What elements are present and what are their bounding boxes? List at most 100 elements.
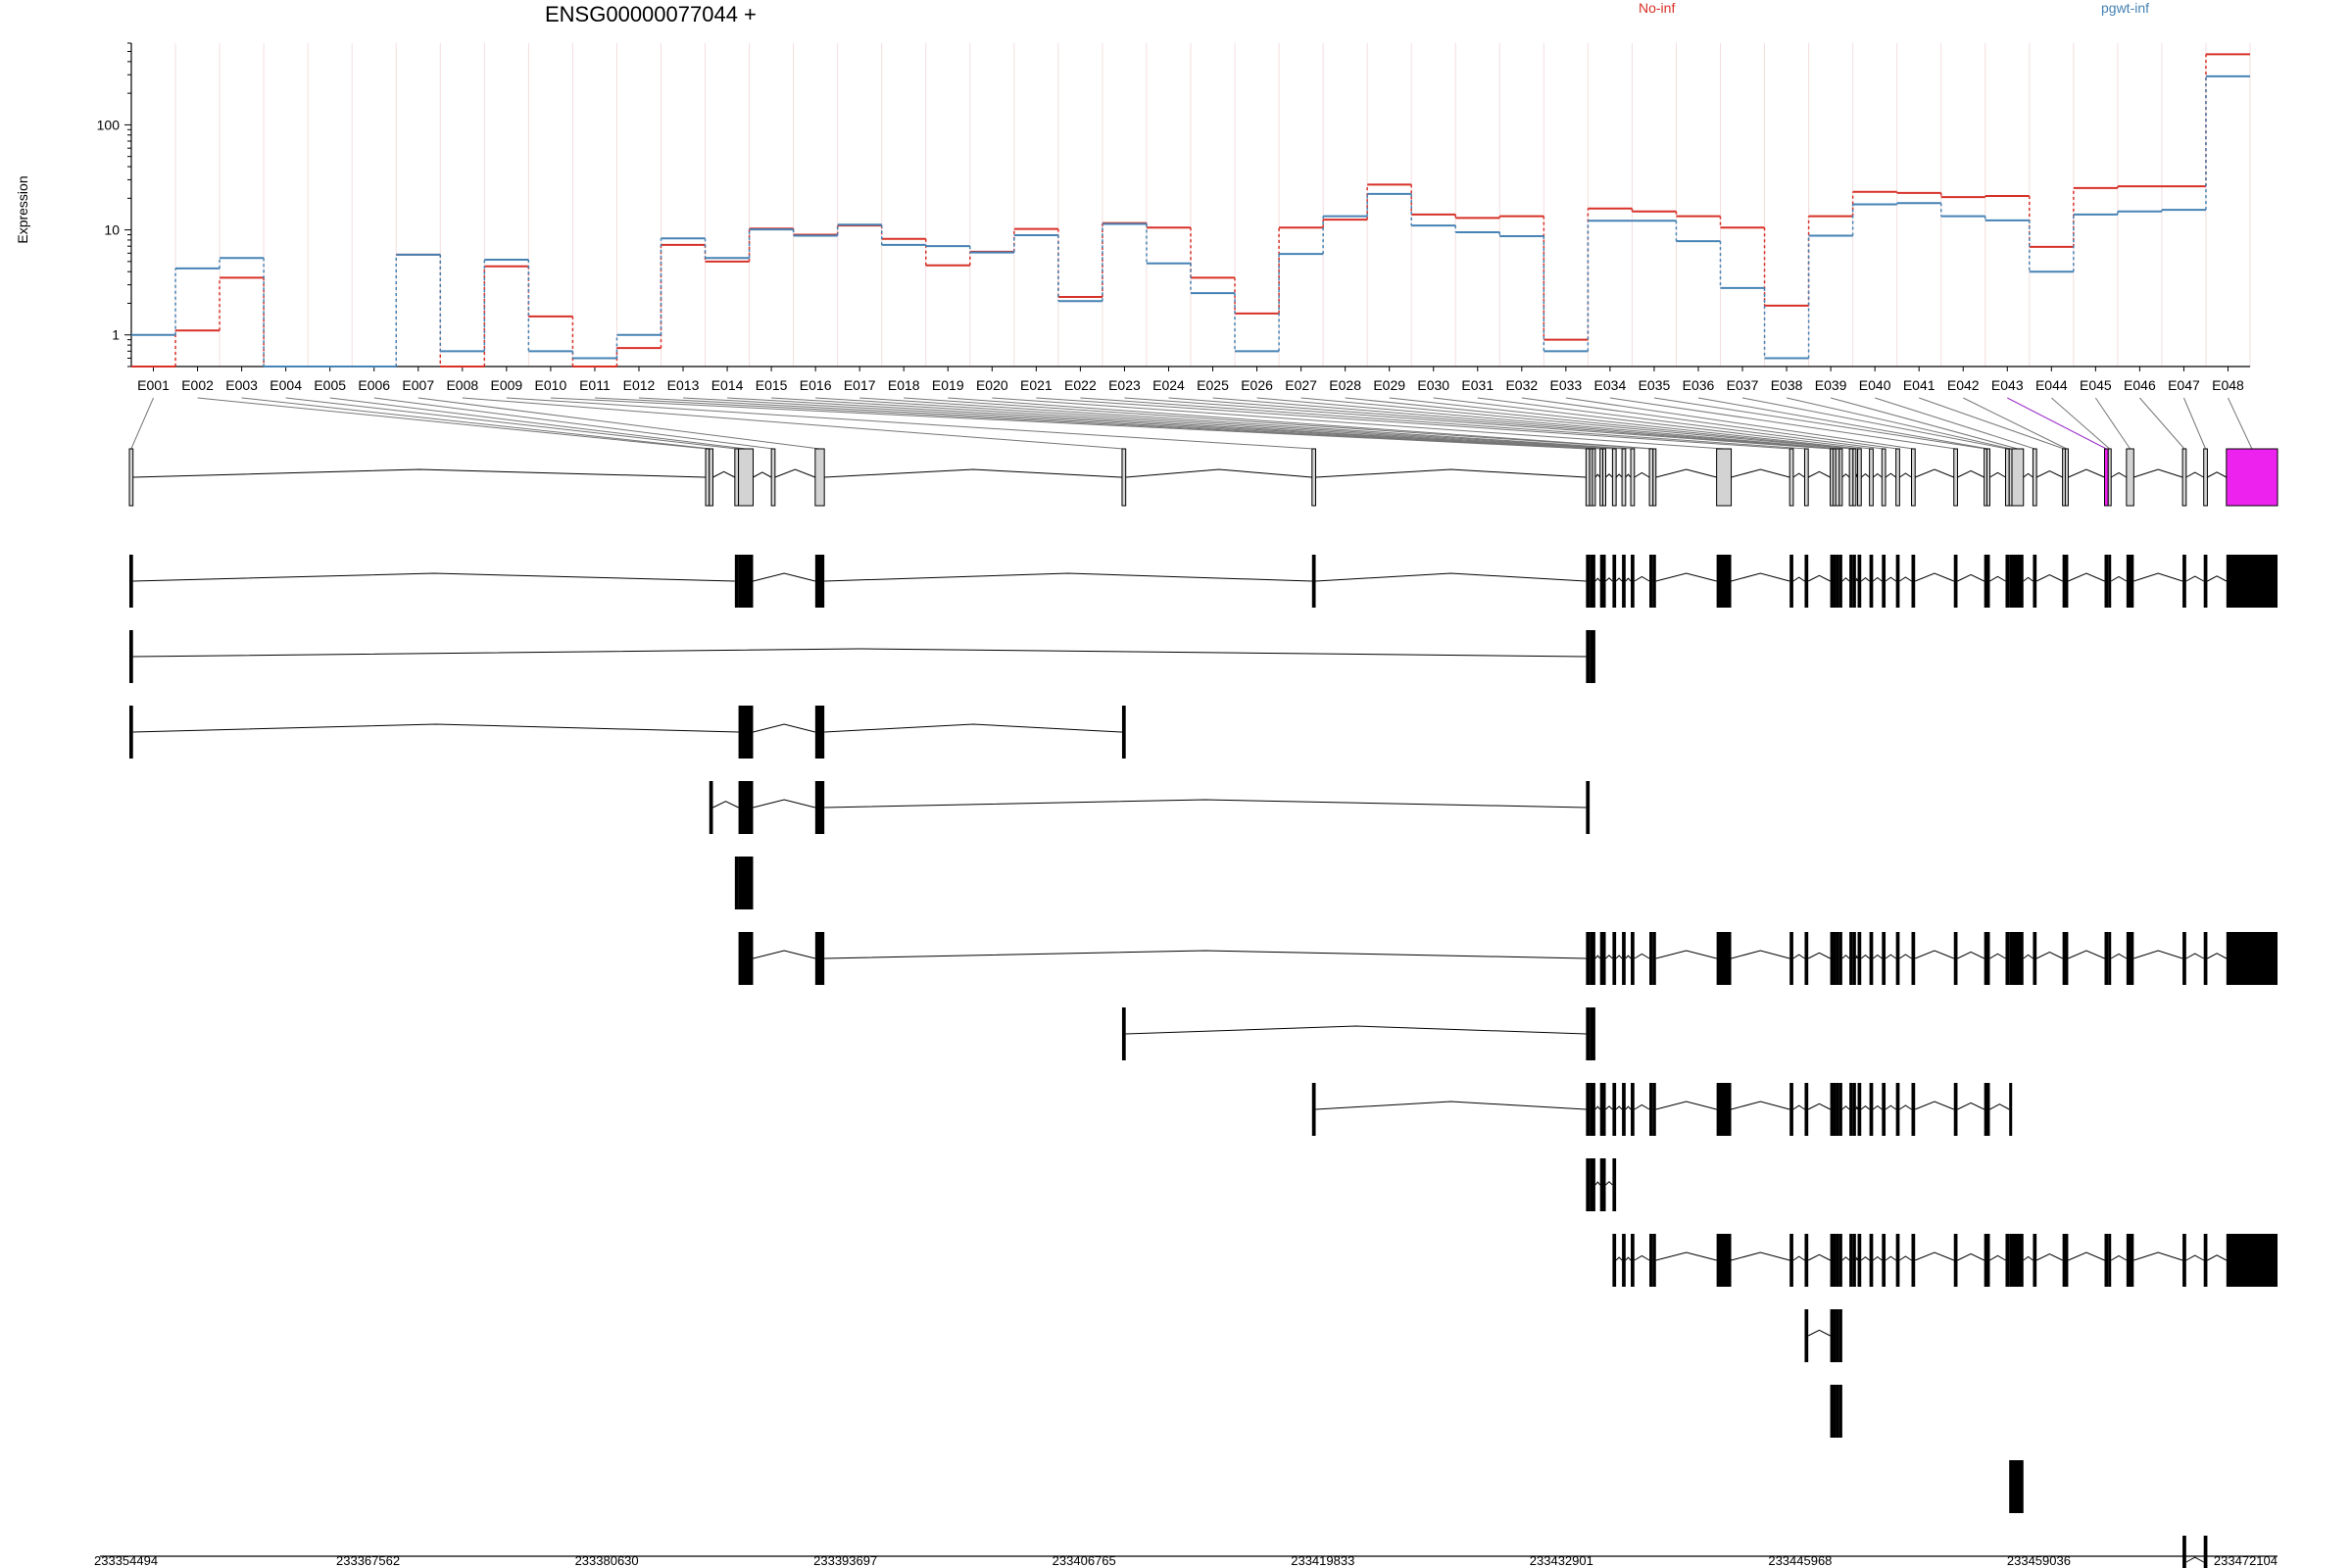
exon-connector bbox=[1653, 397, 1986, 450]
intron-line bbox=[1989, 471, 2006, 478]
intron-line bbox=[1841, 1256, 1850, 1261]
transcript-exon bbox=[2009, 555, 2013, 608]
transcript-exon bbox=[1830, 1385, 1834, 1438]
intron-line bbox=[1655, 572, 1717, 582]
exon-connector bbox=[2094, 397, 2132, 450]
intron-line bbox=[1634, 1103, 1650, 1110]
summary-exon bbox=[1953, 448, 1958, 507]
exon-connector bbox=[1963, 397, 2068, 450]
transcript-exon bbox=[1804, 555, 1809, 608]
exon-connector bbox=[1521, 397, 1898, 450]
intron-line bbox=[1634, 471, 1650, 478]
intron-line bbox=[1873, 1104, 1883, 1110]
x-tick-label: E041 bbox=[1903, 377, 1936, 393]
summary-exon bbox=[1838, 448, 1843, 507]
exon-connector bbox=[638, 397, 1594, 450]
intron-line bbox=[1860, 576, 1870, 582]
x-tick-label: E028 bbox=[1329, 377, 1361, 393]
transcript-exon bbox=[129, 706, 133, 759]
x-tick-label: E021 bbox=[1020, 377, 1053, 393]
intron-line bbox=[2023, 954, 2034, 959]
exon-connector bbox=[2050, 397, 2111, 450]
intron-line bbox=[2068, 950, 2105, 959]
intron-line bbox=[824, 950, 1587, 959]
exon-connector bbox=[1830, 397, 2019, 450]
intron-line bbox=[1989, 1254, 2006, 1261]
x-tick-label: E009 bbox=[491, 377, 523, 393]
exon-connector bbox=[1477, 397, 1885, 450]
exon-connector bbox=[1919, 397, 2065, 450]
transcript-exon bbox=[1804, 1309, 1809, 1362]
intron-line bbox=[1792, 576, 1805, 582]
x-tick-label: E035 bbox=[1639, 377, 1671, 393]
transcript-exon bbox=[2108, 932, 2112, 985]
intron-line bbox=[1841, 473, 1850, 478]
transcript-exon bbox=[1121, 1007, 1126, 1060]
transcript-exon bbox=[2009, 932, 2013, 985]
transcript-exon bbox=[2182, 932, 2186, 985]
transcript-exon bbox=[1869, 555, 1874, 608]
intron-line bbox=[1885, 1255, 1896, 1261]
transcript-exon bbox=[1986, 1083, 1990, 1136]
genomic-tick-label: 233432901 bbox=[1530, 1553, 1593, 1568]
summary-exon bbox=[1311, 448, 1317, 507]
intron-line bbox=[1989, 575, 2006, 582]
intron-line bbox=[1807, 1329, 1831, 1337]
intron-line bbox=[2023, 472, 2034, 478]
transcript-exon bbox=[1984, 555, 1987, 608]
intron-line bbox=[1855, 955, 1858, 959]
x-tick-label: E029 bbox=[1373, 377, 1405, 393]
summary-exon bbox=[2004, 448, 2010, 507]
transcript-exon bbox=[1590, 555, 1593, 608]
intron-line bbox=[1792, 472, 1805, 478]
transcript-exon bbox=[2009, 1234, 2013, 1287]
x-tick-label: E011 bbox=[579, 377, 611, 393]
exon-connector bbox=[1256, 397, 1841, 450]
intron-line bbox=[1899, 472, 1912, 478]
transcript-exon bbox=[2226, 555, 2278, 608]
transcript-exon bbox=[2033, 1234, 2037, 1287]
transcript-exon bbox=[1833, 555, 1837, 608]
transcript-exon bbox=[2005, 932, 2010, 985]
transcript-exon bbox=[2012, 1234, 2024, 1287]
summary-exon bbox=[1602, 448, 1607, 507]
transcript-exon bbox=[1953, 555, 1958, 608]
transcript-exon bbox=[2062, 555, 2066, 608]
intron-line bbox=[1855, 577, 1858, 582]
summary-exon bbox=[1869, 448, 1874, 507]
transcript-exon bbox=[2226, 932, 2278, 985]
x-tick-label: E007 bbox=[402, 377, 434, 393]
x-tick-label: E047 bbox=[2168, 377, 2200, 393]
exon-connector bbox=[1212, 397, 1838, 450]
intron-line bbox=[1731, 1101, 1790, 1110]
exon-connector bbox=[815, 397, 1624, 450]
x-tick-label: E040 bbox=[1859, 377, 1891, 393]
intron-line bbox=[824, 572, 1312, 582]
transcript-exon bbox=[1830, 932, 1834, 985]
transcript-exon bbox=[1852, 1234, 1856, 1287]
x-tick-label: E046 bbox=[2124, 377, 2156, 393]
x-tick-label: E039 bbox=[1815, 377, 1847, 393]
exon-connector bbox=[1300, 397, 1852, 450]
transcript-exon bbox=[1986, 932, 1990, 985]
transcript-exon bbox=[1830, 1083, 1834, 1136]
transcript-exon bbox=[2203, 1234, 2208, 1287]
transcript-exon bbox=[2065, 555, 2069, 608]
exon-connector bbox=[1741, 397, 2008, 450]
transcript-exon bbox=[1590, 932, 1593, 985]
x-tick-label: E004 bbox=[270, 377, 302, 393]
intron-line bbox=[1731, 1251, 1790, 1261]
transcript-exon bbox=[1599, 1158, 1603, 1211]
x-tick-label: E026 bbox=[1241, 377, 1273, 393]
summary-exon bbox=[2126, 448, 2134, 507]
transcript-exon bbox=[1592, 932, 1595, 985]
x-tick-label: E024 bbox=[1152, 377, 1185, 393]
transcript-exon bbox=[1911, 932, 1916, 985]
summary-exon bbox=[1630, 448, 1636, 507]
intron-line bbox=[1731, 572, 1790, 582]
genomic-tick-label: 233354494 bbox=[94, 1553, 158, 1568]
exon-connector bbox=[506, 397, 1314, 450]
transcript-exon bbox=[1622, 555, 1626, 608]
exon-connector bbox=[2007, 397, 2107, 450]
intron-line bbox=[1807, 470, 1831, 478]
